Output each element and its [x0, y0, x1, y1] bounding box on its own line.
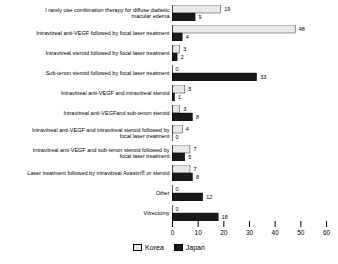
- svg-text:0: 0: [176, 186, 179, 192]
- svg-text:60: 60: [323, 229, 331, 236]
- svg-text:0: 0: [176, 206, 179, 212]
- svg-text:3: 3: [183, 106, 186, 112]
- svg-text:3: 3: [183, 46, 186, 52]
- svg-text:8: 8: [196, 174, 199, 180]
- svg-text:5: 5: [188, 154, 191, 160]
- svg-text:4: 4: [186, 126, 189, 132]
- svg-text:18: 18: [222, 214, 228, 220]
- svg-text:7: 7: [193, 146, 196, 152]
- svg-text:9: 9: [199, 14, 202, 20]
- svg-text:30: 30: [246, 229, 254, 236]
- svg-text:7: 7: [193, 166, 196, 172]
- svg-text:Intravitreal anti-VEGF followe: Intravitreal anti-VEGF followed by focal…: [36, 30, 170, 36]
- svg-text:Intravitreal anti-VEGF and int: Intravitreal anti-VEGF and intravitreal …: [32, 127, 170, 139]
- svg-text:2: 2: [181, 54, 184, 60]
- html-text:Korea: Korea: [145, 243, 164, 251]
- html-text:Japan: Japan: [185, 243, 205, 251]
- svg-text:48: 48: [299, 26, 305, 32]
- svg-text:8: 8: [196, 114, 199, 120]
- svg-text:I rarely use combination thera: I rarely use combination therapy for dif…: [45, 7, 170, 19]
- svg-text:Sub-tenon steroid followed by: Sub-tenon steroid followed by focal lase…: [46, 70, 170, 76]
- svg-text:Vitrectomy: Vitrectomy: [144, 210, 170, 216]
- svg-text:0: 0: [176, 134, 179, 140]
- svg-text:0: 0: [171, 229, 175, 236]
- svg-text:Laser treatment followed by in: Laser treatment followed by intravitreal…: [27, 170, 169, 176]
- svg-text:Intravitreal steroid followed: Intravitreal steroid followed by focal l…: [45, 50, 170, 56]
- svg-text:1: 1: [178, 94, 181, 100]
- svg-text:19: 19: [224, 6, 230, 12]
- svg-text:5: 5: [188, 86, 191, 92]
- svg-text:50: 50: [297, 229, 305, 236]
- svg-text:12: 12: [206, 194, 212, 200]
- svg-text:33: 33: [260, 74, 266, 80]
- svg-text:40: 40: [272, 229, 280, 236]
- svg-text:0: 0: [176, 66, 179, 72]
- svg-text:10: 10: [195, 229, 203, 236]
- svg-text:Intravitreal anti-VEGF and sub: Intravitreal anti-VEGF and sub-tenon ste…: [33, 147, 170, 159]
- svg-text:Other: Other: [156, 190, 170, 196]
- svg-text:20: 20: [220, 229, 228, 236]
- svg-text:Intravitreal anti-VEGF and int: Intravitreal anti-VEGF and intravitreal …: [61, 90, 170, 96]
- svg-text:Intravitreal anti-VEGFand sub-: Intravitreal anti-VEGFand sub-tenon ster…: [63, 110, 169, 116]
- svg-text:4: 4: [186, 34, 189, 40]
